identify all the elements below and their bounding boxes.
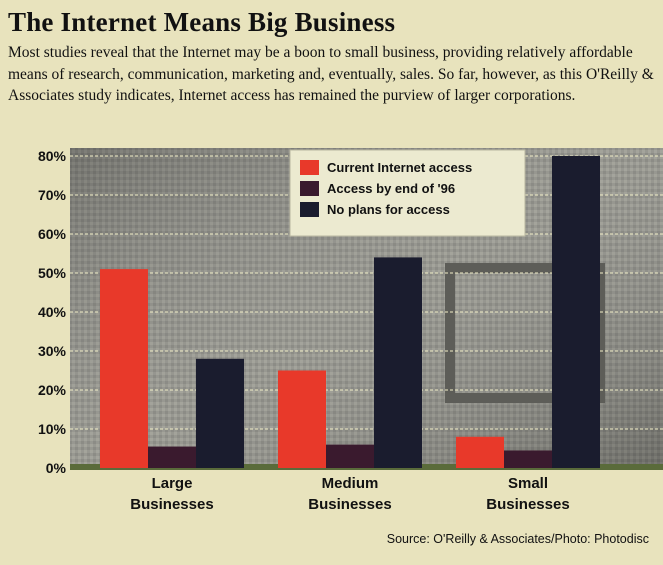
y-tick-label: 70% xyxy=(38,187,67,203)
bar xyxy=(374,257,422,468)
chart-title: The Internet Means Big Business xyxy=(8,7,396,37)
source-credit: Source: O'Reilly & Associates/Photo: Pho… xyxy=(386,532,649,546)
bar xyxy=(278,370,326,468)
category-label: Large xyxy=(152,475,193,492)
category-label: Businesses xyxy=(486,496,569,513)
chart-area: 0% 10% 20% 30% 40% 50% 60% 70% 80% Large Business… xyxy=(0,138,663,520)
legend-swatch xyxy=(300,202,319,217)
chart-subtitle: Most studies reveal that the Internet ma… xyxy=(8,44,654,104)
bar xyxy=(552,156,600,468)
bar-chart: 0% 10% 20% 30% 40% 50% 60% 70% 80% Large Business… xyxy=(38,148,663,513)
y-tick-label: 60% xyxy=(38,226,67,242)
y-tick-label: 40% xyxy=(38,304,67,320)
bars xyxy=(100,156,600,468)
y-tick-label: 30% xyxy=(38,343,67,359)
legend-swatch xyxy=(300,181,319,196)
category-label: Businesses xyxy=(130,496,213,513)
legend-label: Current Internet access xyxy=(327,160,472,175)
y-tick-label: 20% xyxy=(38,382,67,398)
category-label: Businesses xyxy=(308,496,391,513)
bar xyxy=(196,358,244,468)
legend: Current Internet access Access by end of … xyxy=(289,149,526,237)
y-tick-label: 50% xyxy=(38,265,67,281)
bar xyxy=(456,436,504,468)
y-tick-label: 10% xyxy=(38,421,67,437)
y-tick-label: 0% xyxy=(46,460,67,476)
legend-label: Access by end of '96 xyxy=(327,181,455,196)
y-tick-label: 80% xyxy=(38,148,67,164)
legend-swatch xyxy=(300,160,319,175)
category-label: Small xyxy=(508,475,548,492)
category-label: Medium xyxy=(322,475,379,492)
bar xyxy=(504,450,552,468)
legend-box xyxy=(289,149,526,237)
bar xyxy=(100,269,148,468)
x-axis-categories: Large Businesses Medium Businesses Small Busi… xyxy=(130,475,569,513)
bar xyxy=(326,444,374,468)
y-axis-ticks: 0% 10% 20% 30% 40% 50% 60% 70% 80% xyxy=(38,148,67,476)
legend-label: No plans for access xyxy=(327,202,450,217)
bar xyxy=(148,446,196,468)
